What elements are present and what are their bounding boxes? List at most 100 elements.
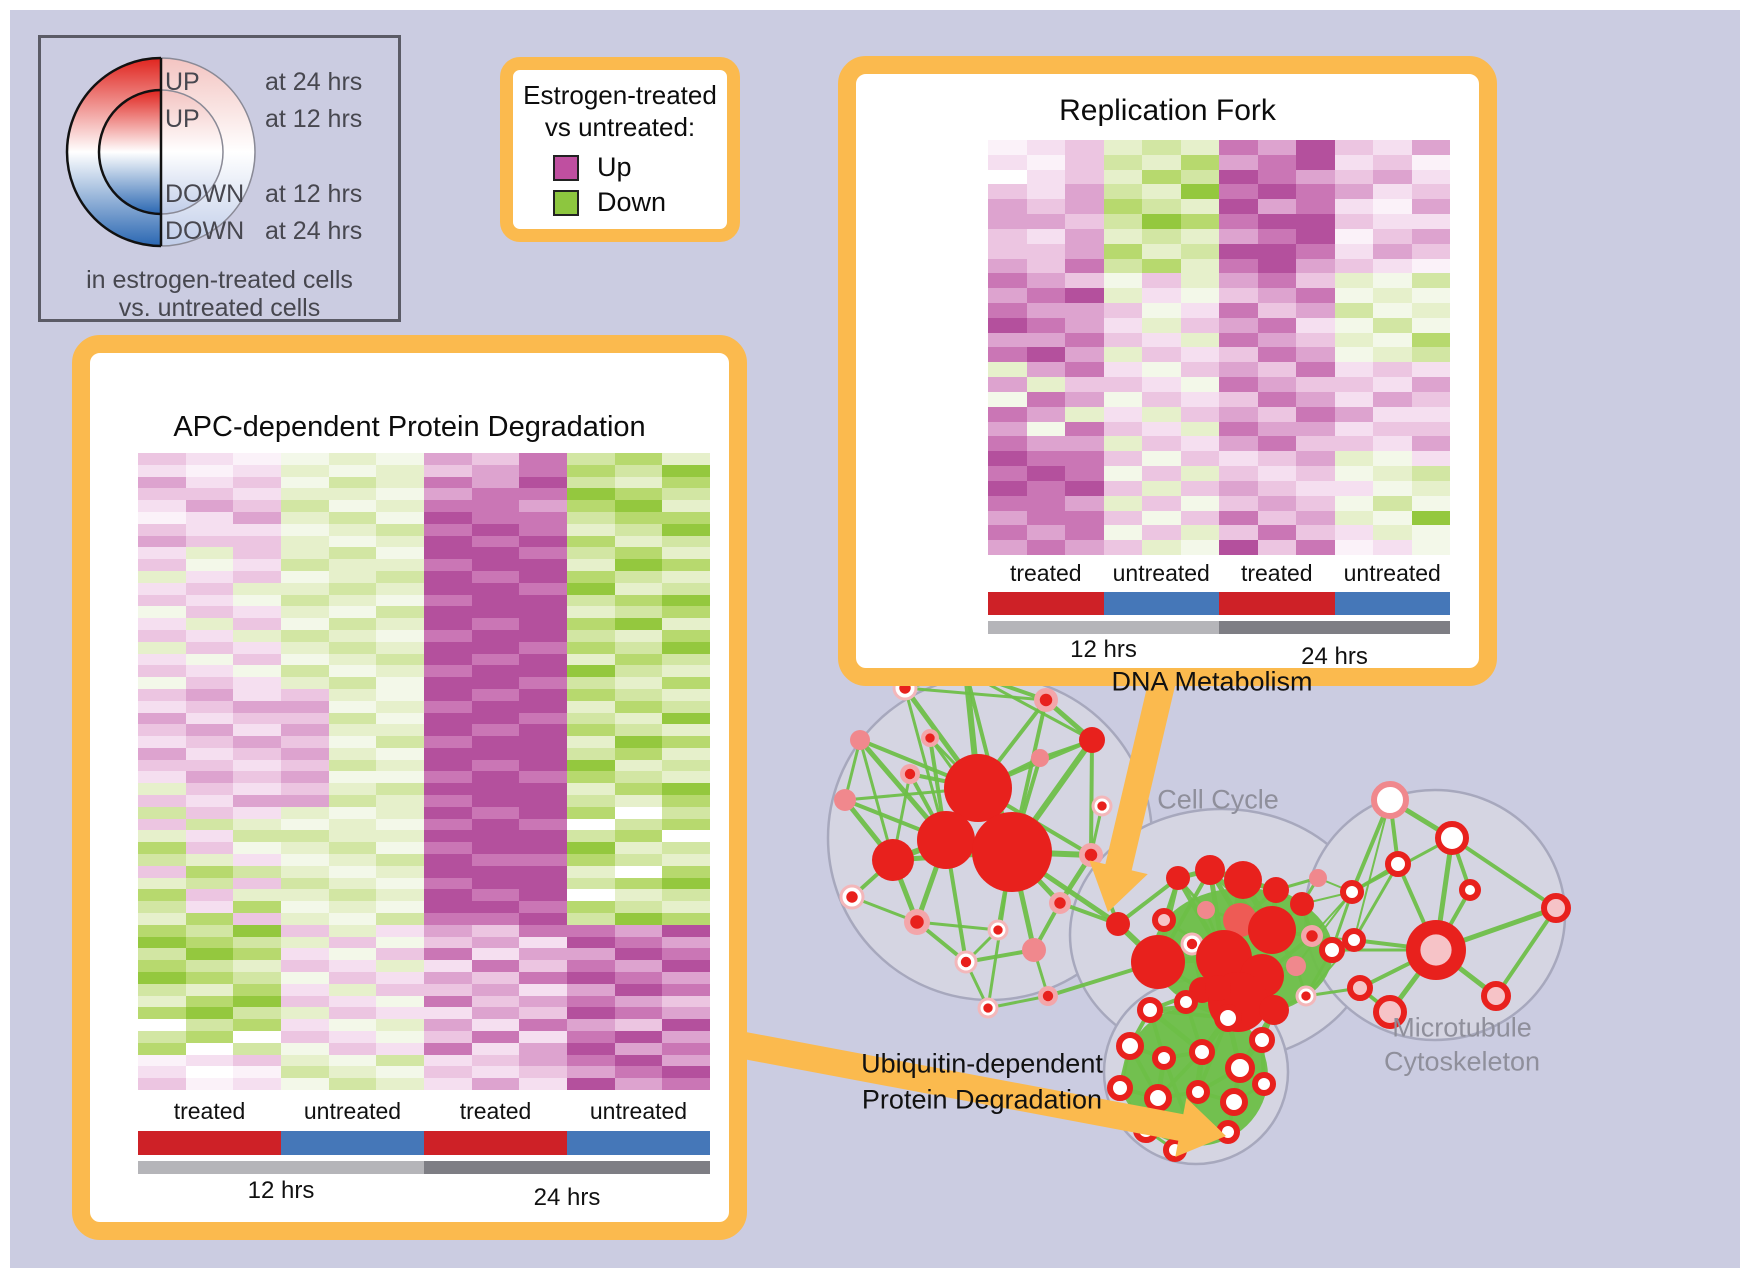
heatmap-cell <box>1065 391 1104 407</box>
heatmap-cell <box>662 759 710 772</box>
ring-caption-line2: vs. untreated cells <box>118 294 321 322</box>
heatmap-cell <box>1296 525 1335 541</box>
heatmap-cell <box>1411 540 1450 555</box>
heatmap-cell <box>1065 377 1104 392</box>
heatmap-cell <box>376 688 424 701</box>
heatmap-cell <box>281 641 329 654</box>
heatmap-cell <box>1103 362 1142 378</box>
network-node <box>850 730 870 750</box>
heatmap-cell <box>1026 214 1065 229</box>
heatmap-cell <box>519 641 567 654</box>
heatmap-cell <box>471 641 520 654</box>
heatmap-cell <box>988 347 1027 363</box>
heatmap-cell <box>471 559 520 571</box>
heatmap-cell <box>233 641 281 654</box>
heatmap-cell <box>662 783 710 796</box>
heatmap-cell <box>1334 140 1373 155</box>
network-node <box>1371 781 1409 819</box>
heatmap-cell <box>185 818 234 831</box>
heatmap-cell <box>662 948 710 961</box>
heatmap-cell <box>424 783 472 796</box>
heatmap-cell <box>471 736 520 748</box>
heatmap-cell <box>1219 525 1258 541</box>
heatmap-cell <box>1180 199 1219 215</box>
network-node <box>1214 1004 1242 1032</box>
heatmap-cell <box>424 960 472 973</box>
heatmap-cell <box>281 889 329 902</box>
heatmap-cell <box>328 913 377 925</box>
heatmap-cell <box>1142 273 1181 289</box>
heatmap-cell <box>328 677 377 689</box>
heatmap-cell <box>988 317 1027 333</box>
heatmap-cell <box>1103 391 1142 407</box>
ring-time-label: at 24 hrs <box>265 68 363 96</box>
heatmap-cell <box>614 535 663 548</box>
heatmap-cell <box>1065 317 1104 333</box>
heatmap-cell <box>281 594 329 607</box>
heatmap-cell <box>1103 303 1142 318</box>
heatmap-cell <box>138 688 186 701</box>
heatmap-cell <box>1142 199 1181 215</box>
heatmap-cell <box>328 712 377 725</box>
heatmap-cell <box>328 983 377 996</box>
heatmap-cell <box>185 488 234 501</box>
heatmap-cell <box>138 736 186 748</box>
heatmap-cell <box>424 511 472 524</box>
heatmap-cell <box>424 594 472 607</box>
network-node-core <box>904 768 916 780</box>
heatmap-cell <box>1296 169 1335 185</box>
heatmap-cell <box>424 1054 472 1067</box>
heatmap-cell <box>1296 243 1335 259</box>
heatmap-cell <box>519 818 567 831</box>
heatmap-cell <box>233 677 281 689</box>
heatmap-cell <box>1257 184 1296 200</box>
heatmap-cell <box>185 854 234 866</box>
heatmap-cell <box>138 629 186 642</box>
heatmap-cell <box>138 1054 186 1067</box>
heatmap-cell <box>519 948 567 961</box>
heatmap-cell <box>281 488 329 501</box>
heatmap-cell <box>1180 540 1219 555</box>
heatmap-cell <box>138 1031 186 1043</box>
network-node <box>834 789 856 811</box>
heatmap-cell <box>424 806 472 819</box>
heatmap-cell <box>185 582 234 595</box>
heatmap-cell <box>233 913 281 925</box>
ubiquitin-label-line1: Ubiquitin-dependent <box>861 1048 1103 1079</box>
heatmap-cell <box>376 854 424 866</box>
heatmap-cell <box>185 830 234 843</box>
heatmap-cell <box>662 547 710 560</box>
heatmap-cell <box>281 771 329 784</box>
heatmap-cell <box>376 570 424 583</box>
heatmap-cell <box>662 924 710 937</box>
heatmap-cell <box>138 618 186 630</box>
condition-bar-segment <box>1334 592 1450 615</box>
heatmap-cell <box>1219 154 1258 170</box>
cell-cycle-label: Cell Cycle <box>1157 784 1279 815</box>
network-node-core <box>983 1003 993 1013</box>
heatmap-cell <box>185 476 234 489</box>
heatmap-cell <box>614 547 663 560</box>
heatmap-cell <box>1257 510 1296 526</box>
heatmap-cell <box>662 854 710 866</box>
heatmap-cell <box>376 960 424 973</box>
heatmap-cell <box>1142 332 1181 348</box>
heatmap-cell <box>328 924 377 937</box>
heatmap-cell <box>424 629 472 642</box>
heatmap-cell <box>614 1078 663 1090</box>
heatmap-cell <box>519 913 567 925</box>
network-node <box>1435 821 1469 855</box>
heatmap-cell <box>281 1066 329 1079</box>
heatmap-cell <box>1296 214 1335 229</box>
heatmap-cell <box>519 924 567 937</box>
heatmap-cell <box>567 629 615 642</box>
heatmap-cell <box>614 618 663 630</box>
heatmap-cell <box>1142 214 1181 229</box>
heatmap-cell <box>1373 214 1412 229</box>
heatmap-cell <box>1411 510 1450 526</box>
heatmap-cell <box>185 629 234 642</box>
heatmap-cell <box>185 759 234 772</box>
heatmap-cell <box>1065 258 1104 274</box>
heatmap-cell <box>1257 362 1296 378</box>
heatmap-cell <box>1219 228 1258 244</box>
